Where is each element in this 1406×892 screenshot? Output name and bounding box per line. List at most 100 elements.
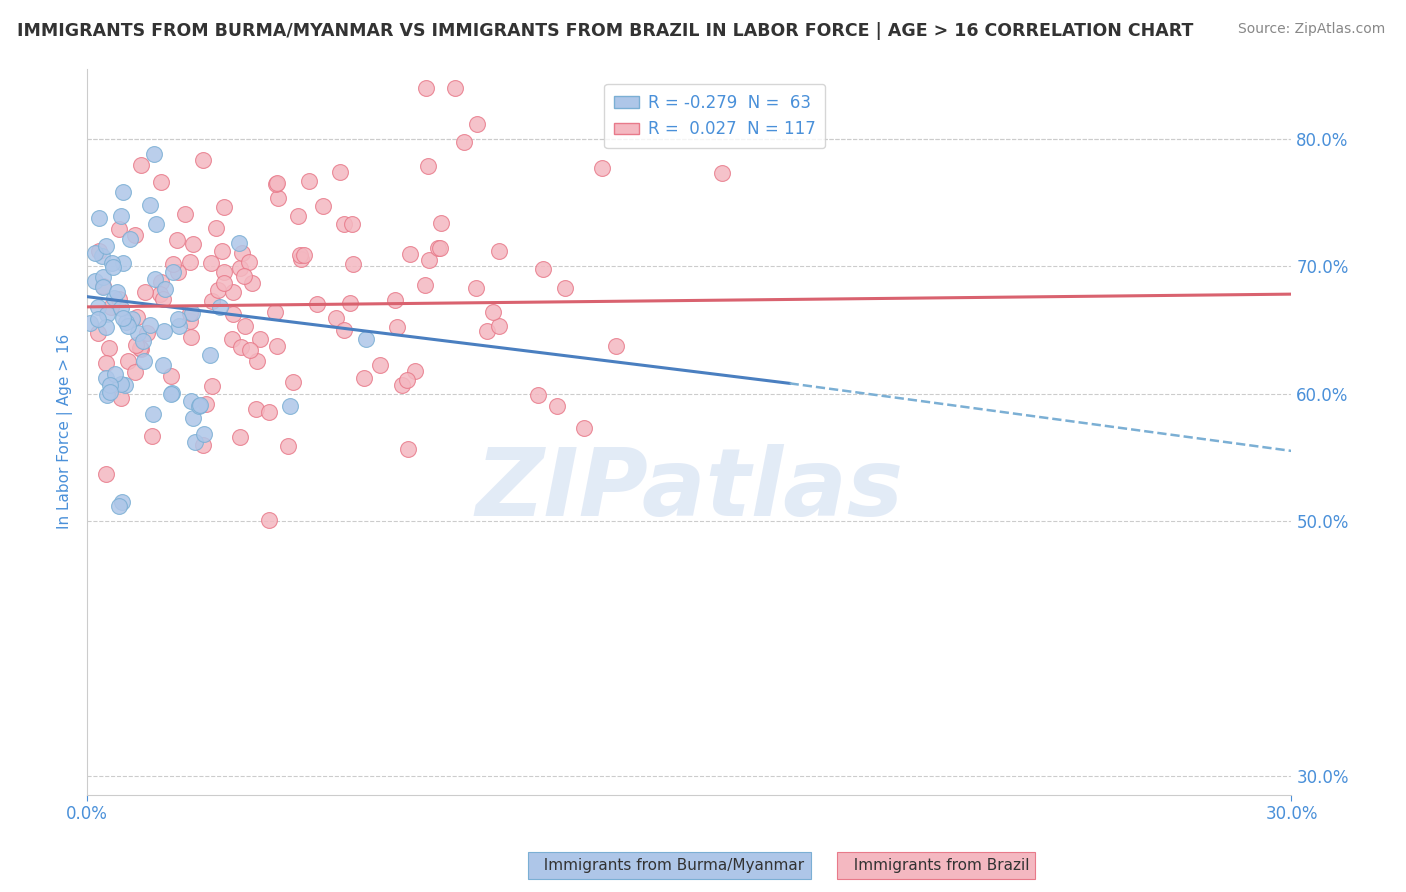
Point [481, 304, 503, 318]
Point [188, 398, 211, 412]
Point [267, 191, 290, 205]
Point [94, 356, 117, 370]
Point [257, 512, 280, 526]
Point [264, 305, 287, 319]
Point [110, 301, 132, 315]
Point [110, 391, 132, 405]
Point [201, 294, 224, 309]
Point [87, 244, 110, 258]
Point [384, 293, 406, 307]
Point [325, 310, 347, 325]
Point [429, 241, 451, 255]
Point [166, 265, 188, 279]
Point [134, 285, 156, 299]
Point [395, 372, 418, 386]
Point [127, 326, 149, 341]
Point [200, 256, 222, 270]
Point [108, 221, 131, 235]
Point [150, 175, 173, 189]
Point [222, 307, 245, 321]
Point [201, 379, 224, 393]
Point [129, 342, 152, 356]
Point [443, 80, 465, 95]
Point [591, 161, 613, 176]
Point [97, 341, 120, 355]
Point [160, 386, 183, 401]
Point [162, 257, 184, 271]
Point [298, 174, 321, 188]
Point [94, 467, 117, 482]
Point [191, 153, 214, 168]
Point [174, 207, 197, 221]
Point [240, 276, 263, 290]
Point [208, 300, 231, 314]
Point [96, 388, 118, 402]
Point [142, 407, 165, 421]
Point [117, 318, 139, 333]
Point [180, 394, 202, 409]
Point [103, 291, 125, 305]
Point [198, 348, 221, 362]
Point [91, 280, 114, 294]
Y-axis label: In Labor Force | Age > 16: In Labor Force | Age > 16 [58, 334, 73, 530]
Point [145, 217, 167, 231]
Point [228, 236, 250, 251]
Point [193, 438, 215, 452]
Point [222, 285, 245, 299]
Point [554, 281, 576, 295]
Point [132, 353, 155, 368]
Point [292, 248, 315, 262]
Point [233, 319, 256, 334]
Point [152, 324, 174, 338]
Point [87, 300, 110, 314]
Point [231, 245, 253, 260]
Point [91, 270, 114, 285]
Point [488, 244, 510, 258]
Point [290, 252, 312, 266]
Point [110, 495, 132, 509]
Point [79, 316, 101, 330]
Point [188, 399, 211, 413]
Point [453, 136, 475, 150]
Point [84, 246, 107, 260]
Point [110, 209, 132, 223]
Point [229, 340, 252, 354]
Point [181, 411, 204, 425]
Point [245, 402, 267, 417]
Point [136, 326, 159, 340]
Point [287, 209, 309, 223]
Point [108, 292, 131, 306]
Point [111, 310, 134, 325]
Point [232, 268, 254, 283]
Point [181, 237, 204, 252]
Point [139, 318, 162, 332]
Point [266, 339, 288, 353]
Point [142, 147, 165, 161]
Point [416, 159, 439, 173]
Point [89, 211, 111, 225]
Point [342, 257, 364, 271]
Point [162, 265, 184, 279]
Text: ZIPatlas: ZIPatlas [475, 444, 903, 536]
Point [266, 178, 288, 192]
Point [238, 255, 260, 269]
Point [91, 278, 114, 293]
Point [124, 365, 146, 379]
Point [465, 118, 488, 132]
Point [339, 296, 361, 310]
Point [167, 312, 190, 326]
Point [94, 239, 117, 253]
Point [546, 399, 568, 413]
Text: Immigrants from Burma/Myanmar: Immigrants from Burma/Myanmar [534, 858, 804, 872]
Point [413, 278, 436, 293]
Point [340, 217, 363, 231]
Point [307, 296, 329, 310]
Point [531, 262, 554, 277]
Point [179, 314, 201, 328]
Point [87, 312, 110, 326]
Point [184, 435, 207, 450]
Point [391, 377, 413, 392]
Point [605, 339, 627, 353]
Point [118, 232, 141, 246]
Point [98, 384, 121, 399]
